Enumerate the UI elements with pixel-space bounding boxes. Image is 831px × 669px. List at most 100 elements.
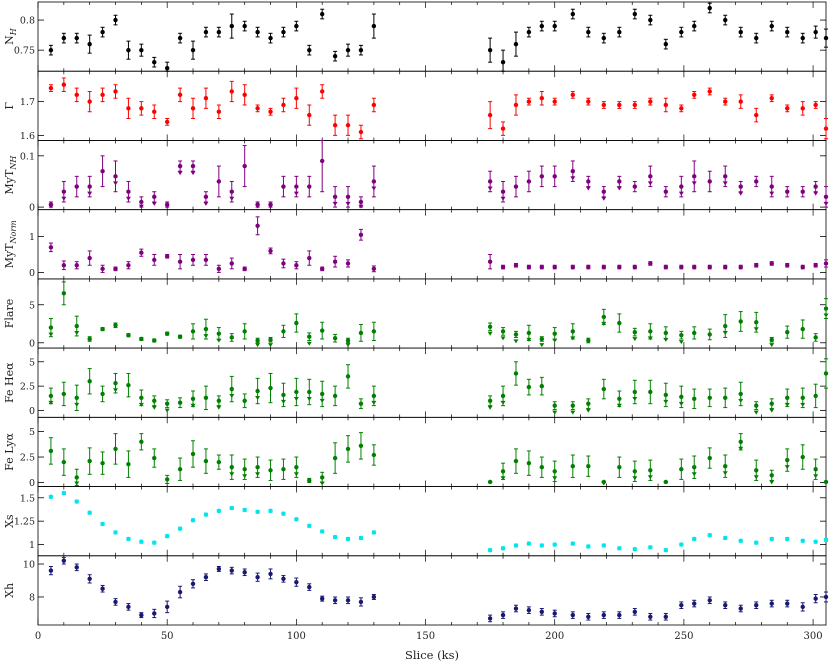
data-point	[371, 266, 377, 272]
data-point	[164, 477, 170, 482]
upper-limit-arrow	[229, 394, 235, 399]
data-point	[203, 194, 209, 200]
upper-limit-arrow	[663, 399, 669, 404]
y-tick-label: 5	[29, 357, 35, 368]
data-point	[177, 467, 183, 472]
upper-limit-arrow	[113, 388, 119, 393]
data-point	[203, 257, 209, 263]
data-point	[294, 517, 299, 522]
data-point	[570, 169, 576, 174]
data-point	[255, 223, 260, 229]
data-point	[87, 576, 92, 582]
data-point	[570, 403, 576, 408]
data-point	[216, 459, 222, 465]
data-point	[570, 329, 576, 334]
upper-limit-arrow	[784, 402, 790, 407]
data-point	[48, 568, 54, 573]
data-point	[177, 589, 183, 595]
data-point	[813, 184, 818, 189]
data-point	[281, 329, 286, 334]
data-point	[754, 320, 759, 325]
upper-limit-arrow	[813, 474, 819, 479]
y-tick-label: 1.7	[20, 97, 35, 108]
data-point	[190, 47, 196, 53]
data-point	[345, 47, 351, 53]
data-point	[281, 102, 286, 108]
data-point	[345, 123, 351, 128]
data-point	[601, 102, 607, 108]
data-point	[723, 99, 728, 104]
data-point	[648, 468, 653, 473]
data-point	[255, 509, 260, 515]
y-tick-label: 0	[29, 203, 35, 214]
data-point	[526, 460, 532, 466]
data-point	[552, 23, 557, 29]
data-point	[255, 575, 260, 580]
data-point	[74, 475, 79, 480]
upper-limit-arrow	[769, 408, 775, 413]
upper-limit-arrow	[255, 204, 261, 209]
x-tick-label: 300	[804, 631, 823, 642]
data-point	[113, 174, 118, 179]
data-point	[663, 189, 669, 194]
data-point	[74, 499, 79, 504]
data-point	[813, 102, 818, 108]
data-point	[487, 179, 493, 184]
data-point	[126, 461, 131, 467]
data-point	[190, 163, 196, 169]
data-point	[281, 392, 286, 398]
data-point	[570, 541, 576, 546]
data-point	[552, 469, 557, 474]
data-point	[769, 23, 774, 29]
data-point	[229, 189, 234, 194]
data-point	[113, 89, 118, 94]
data-point	[126, 189, 131, 194]
data-point	[738, 606, 743, 611]
data-point	[307, 184, 312, 189]
data-point	[371, 393, 377, 399]
data-point	[164, 254, 170, 259]
y-axis-label: Xs	[3, 514, 16, 528]
data-point	[539, 465, 545, 470]
data-point	[126, 382, 131, 388]
data-point	[570, 612, 576, 618]
data-point	[570, 264, 576, 270]
upper-limit-arrow	[647, 336, 653, 341]
data-point	[679, 29, 684, 35]
upper-limit-arrow	[552, 476, 558, 481]
data-point	[100, 521, 105, 527]
data-point	[800, 454, 805, 460]
data-point	[500, 126, 506, 131]
data-point	[242, 507, 247, 513]
data-point	[487, 324, 493, 330]
data-point	[294, 23, 299, 29]
upper-limit-arrow	[691, 181, 697, 186]
data-point	[648, 389, 653, 395]
data-point	[152, 455, 157, 461]
data-point	[648, 329, 653, 334]
data-point	[738, 184, 743, 189]
data-point	[255, 29, 260, 35]
data-point	[632, 547, 638, 552]
data-point	[487, 547, 493, 553]
data-point	[754, 35, 759, 41]
y-axis-label: MyTNorm	[3, 220, 18, 268]
data-point	[552, 264, 557, 270]
y-tick-label: 0.75	[14, 46, 35, 57]
data-point	[552, 542, 557, 547]
data-point	[539, 543, 545, 548]
data-point	[723, 395, 728, 401]
upper-limit-arrow	[371, 400, 377, 405]
data-point	[754, 263, 759, 268]
upper-limit-arrow	[177, 171, 183, 176]
data-point	[632, 264, 638, 270]
data-point	[255, 338, 260, 343]
data-point	[229, 261, 234, 266]
data-point	[113, 530, 118, 535]
data-point	[707, 332, 712, 337]
data-point	[139, 106, 144, 111]
y-tick-label: 0	[29, 478, 35, 489]
data-point	[800, 538, 805, 544]
data-point	[707, 179, 712, 184]
data-point	[345, 446, 351, 452]
